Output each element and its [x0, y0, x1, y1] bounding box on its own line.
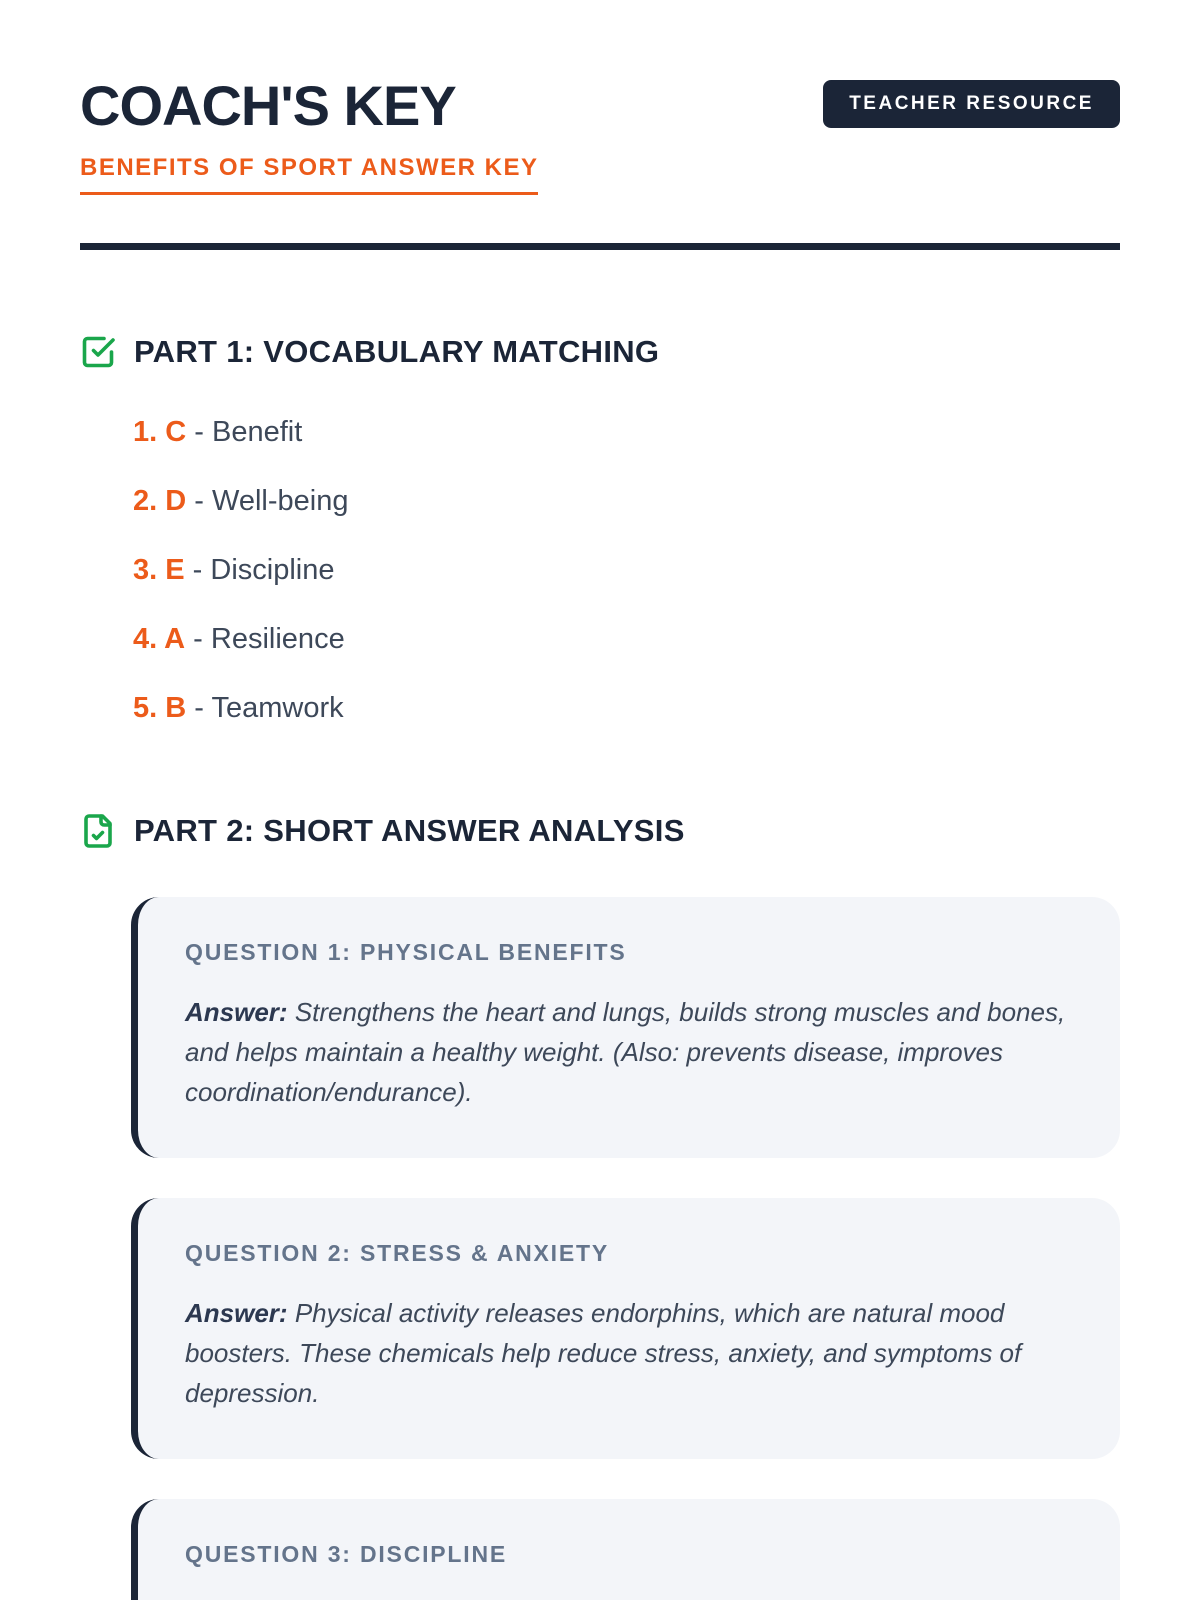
- list-item: 4. A - Resilience: [133, 623, 1120, 656]
- match-separator: -: [194, 416, 204, 448]
- list-item: 5. B - Teamwork: [133, 692, 1120, 725]
- match-term: Teamwork: [211, 692, 344, 724]
- header: COACH'S KEY BENEFITS OF SPORT ANSWER KEY…: [80, 78, 1120, 195]
- list-item: 2. D - Well-being: [133, 485, 1120, 518]
- question-card: QUESTION 3: DISCIPLINE Answer: Disciplin…: [131, 1499, 1120, 1600]
- answer-label: Answer:: [185, 997, 288, 1027]
- question-answer: Answer: Discipline is learned through co…: [185, 1594, 1070, 1600]
- vocabulary-matching-list: 1. C - Benefit 2. D - Well-being 3. E - …: [80, 416, 1120, 725]
- match-term: Resilience: [210, 623, 345, 655]
- answer-label: Answer:: [185, 1298, 288, 1328]
- question-heading: QUESTION 3: DISCIPLINE: [185, 1541, 508, 1567]
- header-divider: [80, 243, 1120, 250]
- match-term: Benefit: [211, 416, 303, 448]
- question-card: QUESTION 1: PHYSICAL BENEFITS Answer: St…: [131, 897, 1120, 1158]
- match-answer: 4. A: [133, 623, 186, 655]
- match-answer: 3. E: [133, 554, 185, 586]
- teacher-resource-badge: TEACHER RESOURCE: [823, 80, 1120, 128]
- match-separator: -: [194, 692, 204, 724]
- part1-section: PART 1: VOCABULARY MATCHING 1. C - Benef…: [80, 334, 1120, 725]
- match-term: Well-being: [211, 485, 349, 517]
- question-answer: Answer: Strengthens the heart and lungs,…: [185, 992, 1070, 1112]
- page-subtitle: BENEFITS OF SPORT ANSWER KEY: [80, 154, 539, 195]
- header-titles: COACH'S KEY BENEFITS OF SPORT ANSWER KEY: [80, 74, 539, 195]
- part1-heading-label: PART 1: VOCABULARY MATCHING: [134, 334, 660, 369]
- match-answer: 2. D: [133, 485, 187, 517]
- question-answer: Answer: Physical activity releases endor…: [185, 1293, 1070, 1413]
- question-card: QUESTION 2: STRESS & ANXIETY Answer: Phy…: [131, 1198, 1120, 1459]
- list-item: 1. C - Benefit: [133, 416, 1120, 449]
- part2-section: PART 2: SHORT ANSWER ANALYSIS QUESTION 1…: [80, 813, 1120, 1600]
- question-heading: QUESTION 2: STRESS & ANXIETY: [185, 1240, 609, 1266]
- file-check-icon: [80, 813, 116, 849]
- match-separator: -: [192, 554, 203, 586]
- match-answer: 5. B: [133, 692, 187, 724]
- match-term: Discipline: [210, 554, 335, 586]
- part2-heading: PART 2: SHORT ANSWER ANALYSIS: [80, 813, 1120, 849]
- part1-heading: PART 1: VOCABULARY MATCHING: [80, 334, 1120, 370]
- match-separator: -: [193, 623, 203, 655]
- check-square-icon: [80, 334, 116, 370]
- page-title: COACH'S KEY: [80, 74, 457, 137]
- question-heading: QUESTION 1: PHYSICAL BENEFITS: [185, 939, 627, 965]
- match-answer: 1. C: [133, 416, 187, 448]
- list-item: 3. E - Discipline: [133, 554, 1120, 587]
- answer-text: Strengthens the heart and lungs, builds …: [185, 997, 1066, 1107]
- answer-text: Physical activity releases endorphins, w…: [185, 1298, 1022, 1408]
- match-separator: -: [194, 485, 204, 517]
- part2-heading-label: PART 2: SHORT ANSWER ANALYSIS: [134, 813, 685, 848]
